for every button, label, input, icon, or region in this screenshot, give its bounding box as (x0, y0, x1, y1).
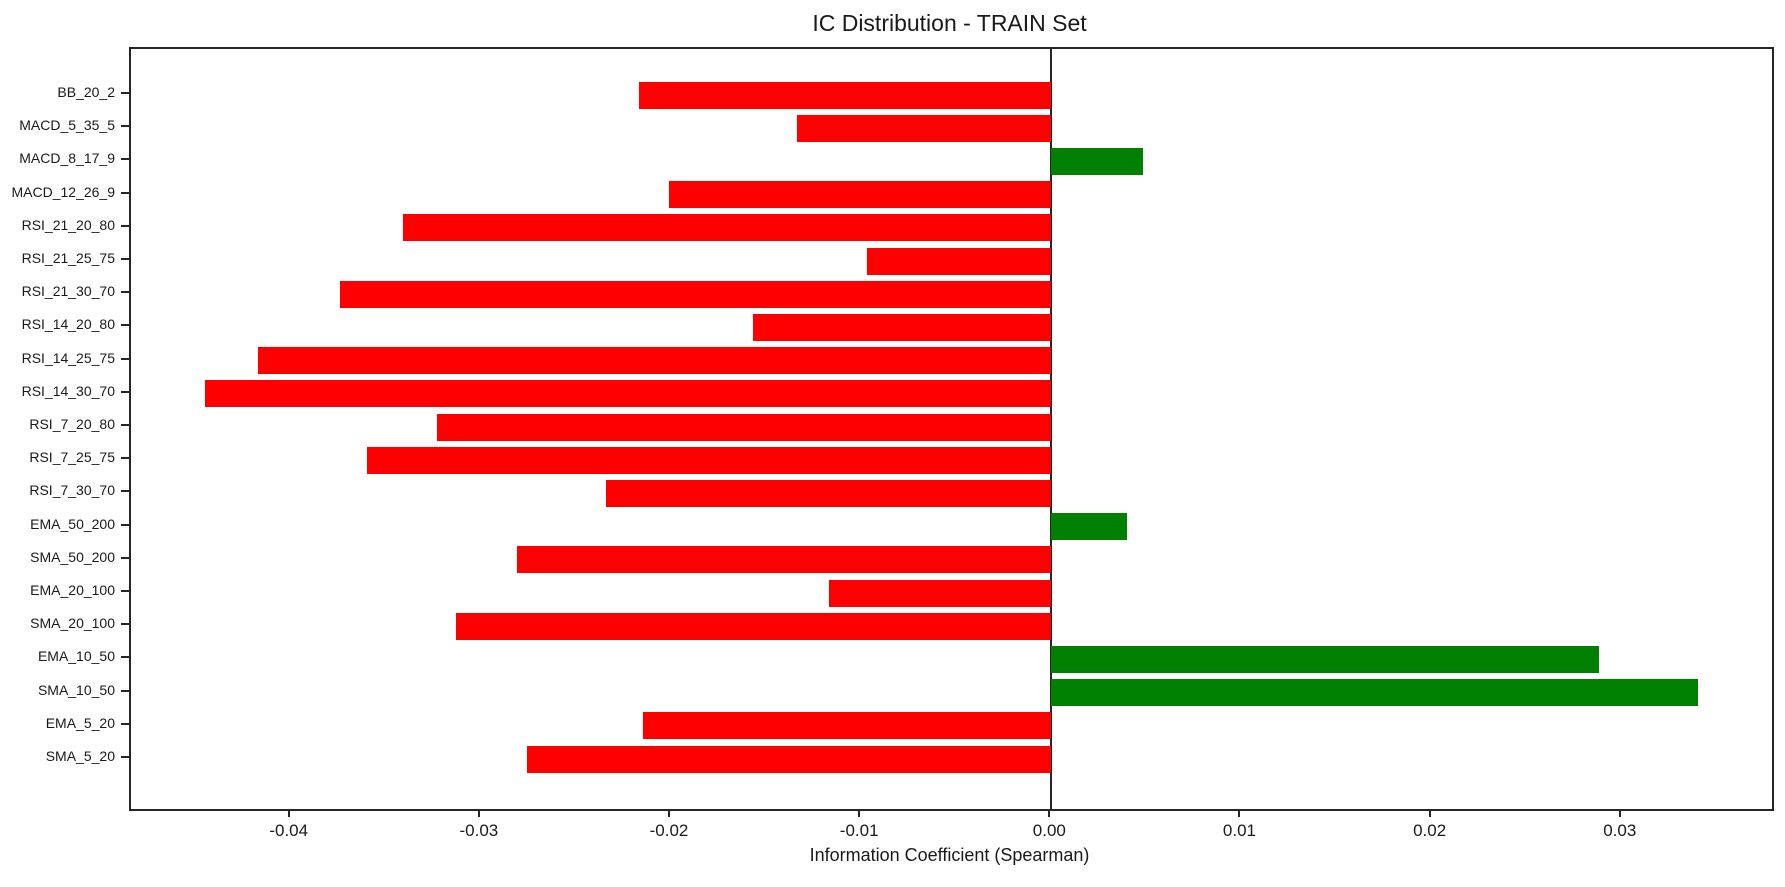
x-tick-mark (1238, 809, 1241, 817)
y-tick-label-RSI_21_20_80: RSI_21_20_80 (21, 216, 115, 233)
bar-SMA_5_20 (526, 745, 1052, 773)
x-tick-label--0.02: -0.02 (649, 821, 689, 840)
bar-RSI_21_25_75 (866, 247, 1052, 275)
bar-RSI_21_20_80 (402, 214, 1052, 242)
x-tick-label--0.01: -0.01 (839, 821, 879, 840)
y-tick-label-RSI_14_30_70: RSI_14_30_70 (21, 382, 115, 399)
y-tick-label-MACD_5_35_5: MACD_5_35_5 (19, 117, 115, 134)
bar-RSI_14_30_70 (205, 380, 1052, 408)
y-tick-label-RSI_21_30_70: RSI_21_30_70 (21, 283, 115, 300)
y-tick-mark (121, 490, 129, 493)
x-tick-label-0.01: 0.01 (1222, 821, 1257, 840)
y-tick-mark (121, 258, 129, 260)
y-tick-label-SMA_5_20: SMA_5_20 (45, 748, 115, 764)
y-tick-mark (121, 623, 129, 626)
y-tick-label-RSI_7_20_80: RSI_7_20_80 (29, 416, 115, 432)
x-tick-mark (477, 809, 480, 817)
chart-title: IC Distribution - TRAIN Set (812, 10, 1087, 36)
x-tick-label-0.03: 0.03 (1603, 821, 1637, 840)
x-tick-mark (858, 809, 861, 817)
y-tick-label-EMA_50_200: EMA_50_200 (30, 515, 115, 532)
y-tick-label-SMA_20_100: SMA_20_100 (30, 615, 115, 632)
zero-axis-line (1050, 49, 1053, 809)
y-tick-label-SMA_50_200: SMA_50_200 (30, 548, 115, 565)
bar-RSI_14_20_80 (752, 313, 1052, 341)
bar-RSI_7_30_70 (606, 479, 1052, 507)
bar-BB_20_2 (638, 81, 1052, 109)
x-tick-mark (1428, 809, 1431, 817)
bar-EMA_20_100 (828, 579, 1052, 607)
bar-SMA_10_50 (1051, 679, 1698, 707)
y-tick-mark (121, 357, 129, 360)
y-tick-mark (121, 689, 129, 692)
bar-MACD_5_35_5 (796, 114, 1052, 142)
bar-EMA_5_20 (642, 712, 1052, 740)
bar-RSI_7_25_75 (366, 446, 1052, 474)
x-tick-label-0.00: 0.00 (1032, 821, 1066, 840)
y-tick-mark (121, 457, 129, 460)
x-tick-label-0.02: 0.02 (1413, 821, 1447, 840)
y-tick-mark (121, 191, 129, 194)
x-tick-label--0.03: -0.03 (459, 821, 499, 840)
y-tick-mark (121, 556, 129, 559)
y-tick-label-BB_20_2: BB_20_2 (57, 84, 115, 100)
x-axis-label: Information Coefficient (Spearman) (809, 845, 1090, 865)
bar-SMA_50_200 (517, 546, 1052, 574)
bar-MACD_8_17_9 (1051, 147, 1143, 175)
y-tick-label-RSI_14_25_75: RSI_14_25_75 (21, 349, 115, 366)
y-tick-mark (121, 756, 129, 758)
y-tick-label-RSI_7_25_75: RSI_7_25_75 (29, 449, 115, 466)
y-tick-mark (121, 523, 129, 526)
y-tick-label-MACD_8_17_9: MACD_8_17_9 (19, 150, 115, 167)
y-tick-mark (121, 125, 129, 128)
bar-EMA_50_200 (1051, 513, 1128, 541)
x-tick-mark (1048, 809, 1051, 817)
y-tick-mark (121, 424, 129, 426)
bar-SMA_20_100 (456, 612, 1052, 640)
y-tick-label-EMA_10_50: EMA_10_50 (37, 648, 115, 665)
y-tick-mark (121, 291, 129, 294)
y-tick-mark (121, 224, 129, 227)
bar-MACD_12_26_9 (669, 181, 1052, 209)
y-tick-mark (121, 590, 129, 592)
y-tick-mark (121, 656, 129, 659)
y-tick-label-EMA_20_100: EMA_20_100 (30, 582, 115, 598)
y-tick-mark (121, 92, 129, 94)
y-tick-label-RSI_7_30_70: RSI_7_30_70 (29, 482, 115, 499)
x-tick-label--0.04: -0.04 (269, 821, 309, 840)
y-tick-mark (121, 390, 129, 393)
y-tick-label-SMA_10_50: SMA_10_50 (37, 681, 115, 698)
x-tick-mark (287, 809, 290, 817)
y-tick-mark (121, 722, 129, 725)
y-tick-label-RSI_21_25_75: RSI_21_25_75 (21, 250, 115, 266)
bar-RSI_21_30_70 (340, 280, 1052, 308)
x-tick-mark (668, 809, 671, 817)
y-tick-label-RSI_14_20_80: RSI_14_20_80 (21, 316, 115, 333)
y-tick-label-MACD_12_26_9: MACD_12_26_9 (11, 183, 115, 200)
bar-EMA_10_50 (1051, 645, 1599, 673)
y-tick-mark (121, 324, 129, 327)
y-tick-label-EMA_5_20: EMA_5_20 (45, 714, 115, 731)
x-tick-mark (1618, 809, 1621, 817)
bar-RSI_7_20_80 (437, 413, 1052, 441)
plot-area (129, 47, 1774, 811)
y-tick-mark (121, 158, 129, 161)
bar-RSI_14_25_75 (258, 347, 1052, 375)
